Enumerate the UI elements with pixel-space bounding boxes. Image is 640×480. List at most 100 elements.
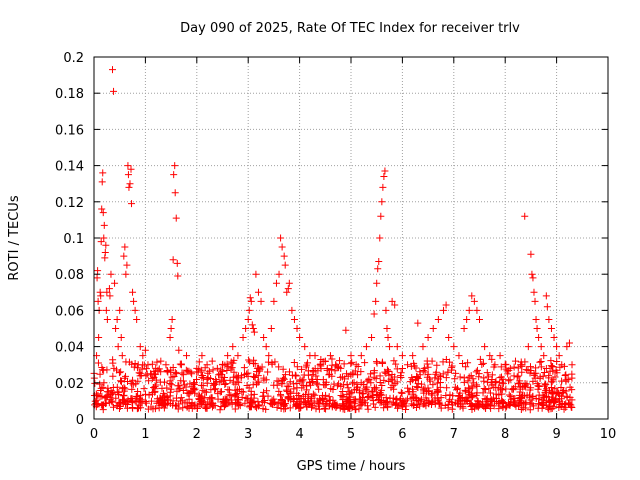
band-point bbox=[119, 385, 127, 393]
data-point bbox=[97, 292, 105, 300]
band-point bbox=[94, 359, 102, 367]
y-tick-label: 0.2 bbox=[63, 51, 84, 66]
band-point bbox=[337, 382, 345, 390]
band-point bbox=[101, 394, 109, 402]
data-point bbox=[260, 334, 268, 342]
band-point bbox=[121, 374, 129, 382]
band-point bbox=[431, 374, 439, 382]
data-point bbox=[102, 241, 110, 249]
band-point bbox=[281, 405, 289, 413]
data-point bbox=[162, 361, 170, 369]
data-point bbox=[254, 288, 262, 296]
band-point bbox=[425, 387, 433, 395]
band-point bbox=[263, 387, 271, 395]
data-point bbox=[568, 361, 576, 369]
data-point bbox=[95, 334, 103, 342]
band-point bbox=[552, 394, 560, 402]
data-point bbox=[380, 172, 388, 180]
band-point bbox=[376, 372, 384, 380]
data-point bbox=[357, 352, 365, 360]
data-point bbox=[125, 183, 133, 191]
y-tick-label: 0.12 bbox=[55, 196, 84, 211]
band-point bbox=[233, 378, 241, 386]
band-point bbox=[262, 405, 270, 413]
data-point bbox=[326, 352, 334, 360]
band-point bbox=[309, 390, 317, 398]
band-point bbox=[518, 368, 526, 376]
data-point bbox=[98, 178, 106, 186]
data-point bbox=[386, 343, 394, 351]
band-point bbox=[459, 360, 467, 368]
band-point bbox=[552, 366, 560, 374]
data-point bbox=[245, 306, 253, 314]
band-point bbox=[347, 399, 355, 407]
band-point bbox=[462, 387, 470, 395]
data-point bbox=[213, 364, 221, 372]
data-point bbox=[506, 364, 514, 372]
data-point bbox=[147, 370, 155, 378]
data-point bbox=[169, 256, 177, 264]
y-tick-label: 0.14 bbox=[55, 160, 84, 175]
band-point bbox=[373, 392, 381, 400]
band-point bbox=[408, 385, 416, 393]
band-point bbox=[540, 368, 548, 376]
band-point bbox=[197, 381, 205, 389]
band-point bbox=[412, 376, 420, 384]
data-point bbox=[496, 352, 504, 360]
data-point bbox=[379, 183, 387, 191]
data-point bbox=[120, 252, 128, 260]
x-tick-label: 9 bbox=[552, 427, 560, 442]
band-point bbox=[130, 363, 138, 371]
band-point bbox=[281, 399, 289, 407]
band-point bbox=[488, 371, 496, 379]
band-point bbox=[226, 376, 234, 384]
band-point bbox=[312, 372, 320, 380]
data-point bbox=[342, 326, 350, 334]
data-point bbox=[113, 315, 121, 323]
band-point bbox=[464, 359, 472, 367]
data-point bbox=[409, 352, 417, 360]
band-point bbox=[497, 363, 505, 371]
data-point bbox=[247, 297, 255, 305]
band-point bbox=[562, 400, 570, 408]
band-point bbox=[549, 390, 557, 398]
data-point bbox=[139, 352, 147, 360]
band-point bbox=[530, 371, 538, 379]
band-point bbox=[534, 404, 542, 412]
data-point bbox=[252, 270, 260, 278]
band-point bbox=[151, 405, 159, 413]
data-point bbox=[481, 343, 489, 351]
band-point bbox=[442, 392, 450, 400]
band-point bbox=[472, 391, 480, 399]
data-point bbox=[563, 343, 571, 351]
band-point bbox=[270, 381, 278, 389]
data-point bbox=[168, 315, 176, 323]
data-point bbox=[463, 315, 471, 323]
band-point bbox=[515, 379, 523, 387]
band-point bbox=[448, 364, 456, 372]
band-point bbox=[109, 403, 117, 411]
band-point bbox=[370, 369, 378, 377]
data-point bbox=[542, 292, 550, 300]
band-point bbox=[369, 397, 377, 405]
band-point bbox=[196, 400, 204, 408]
band-point bbox=[128, 385, 136, 393]
data-point bbox=[103, 315, 111, 323]
data-point bbox=[265, 352, 273, 360]
data-point bbox=[121, 243, 129, 251]
band-point bbox=[97, 384, 105, 392]
band-point bbox=[459, 400, 467, 408]
data-point bbox=[130, 297, 138, 305]
band-point bbox=[110, 364, 118, 372]
data-point bbox=[117, 334, 125, 342]
data-point bbox=[445, 334, 453, 342]
band-point bbox=[251, 373, 259, 381]
band-point bbox=[247, 387, 255, 395]
band-point bbox=[142, 372, 150, 380]
band-point bbox=[234, 398, 242, 406]
band-point bbox=[457, 396, 465, 404]
band-point bbox=[246, 358, 254, 366]
data-point bbox=[128, 200, 136, 208]
band-point bbox=[509, 386, 517, 394]
band-point bbox=[202, 388, 210, 396]
